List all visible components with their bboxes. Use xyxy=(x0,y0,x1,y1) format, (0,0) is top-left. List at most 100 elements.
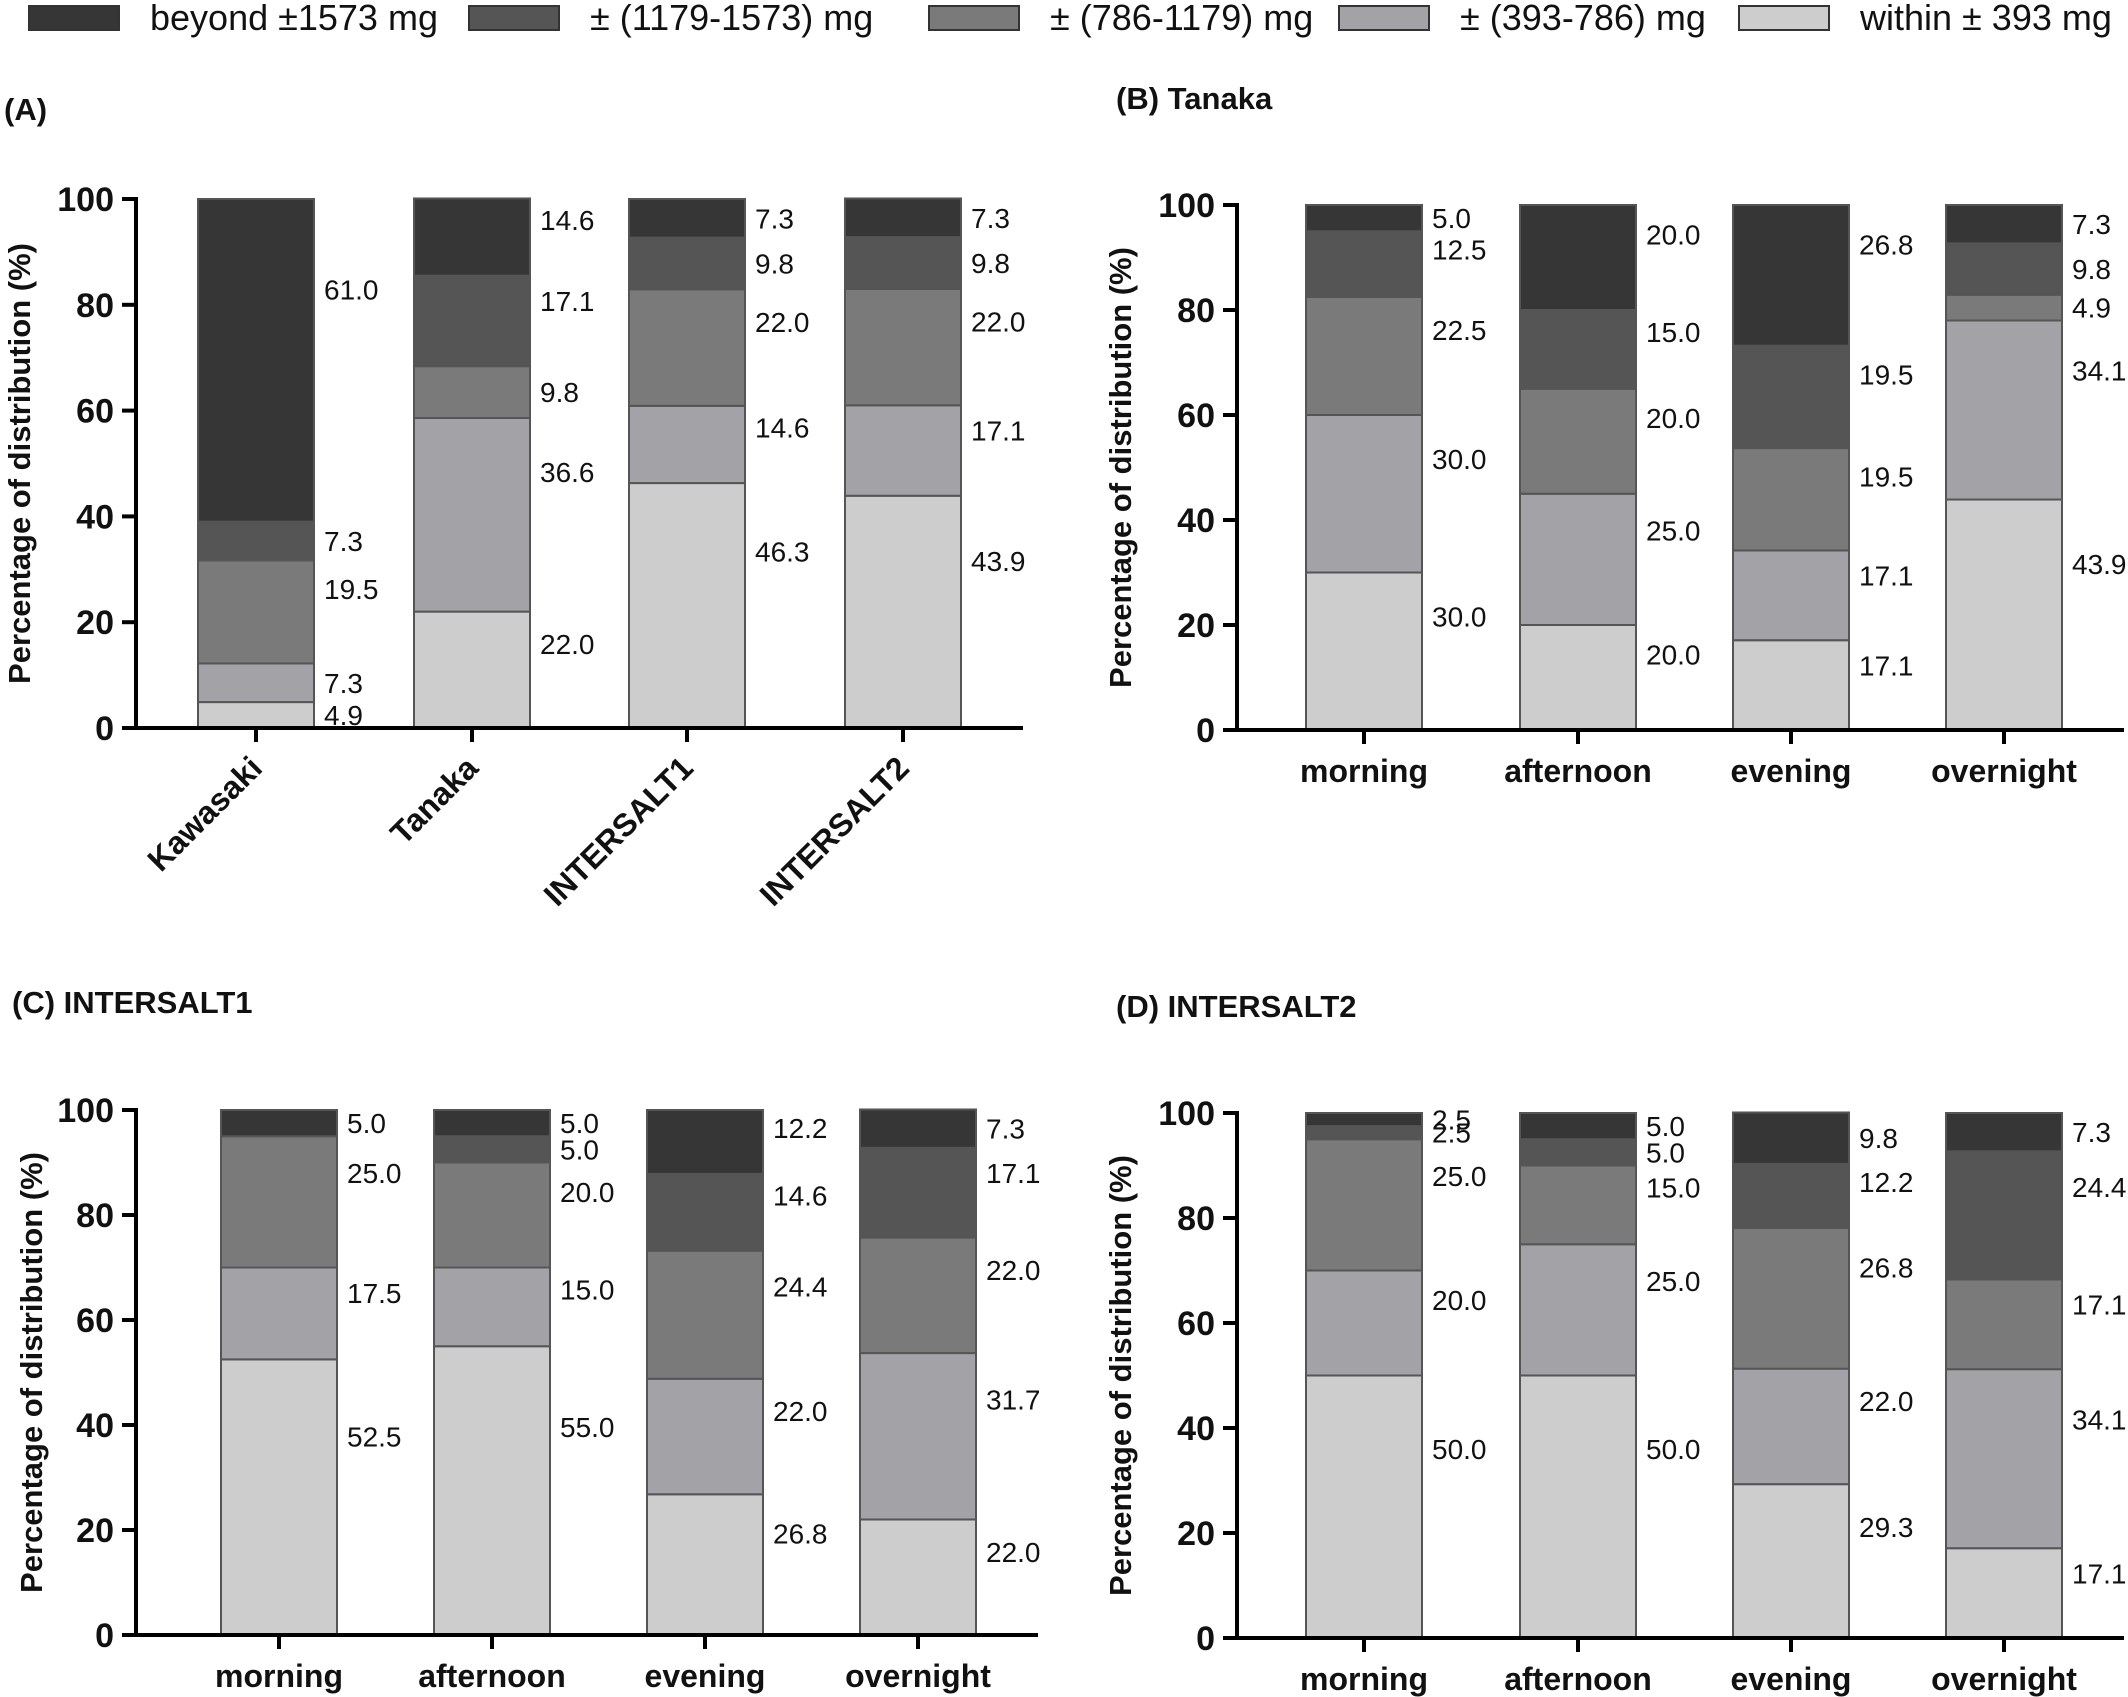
bar-segment xyxy=(220,1266,338,1361)
x-tick-label: afternoon xyxy=(1504,753,1652,789)
bar-segment xyxy=(1519,309,1637,390)
bar-segment xyxy=(1945,1547,2063,1639)
legend-swatch xyxy=(468,5,560,31)
x-tick-label: overnight xyxy=(1931,753,2077,789)
data-label: 9.8 xyxy=(755,249,794,280)
legend-swatch xyxy=(28,5,120,31)
bar-segment xyxy=(628,236,746,291)
y-tick-label: 100 xyxy=(1158,187,1215,225)
bar-segment xyxy=(844,236,962,290)
bar-segment xyxy=(1519,387,1637,495)
bar-segment xyxy=(1732,1226,1850,1370)
data-label: 30.0 xyxy=(1432,444,1487,475)
y-tick-label: 80 xyxy=(1177,292,1215,330)
y-tick-label: 80 xyxy=(76,1197,114,1235)
data-label: 34.1 xyxy=(2072,1404,2127,1435)
x-tick-label: Tanaka xyxy=(383,749,485,851)
panel-title: (C) INTERSALT1 xyxy=(12,985,253,1020)
bar-segment xyxy=(628,404,746,485)
data-label: 15.0 xyxy=(560,1275,615,1306)
data-label: 52.5 xyxy=(347,1422,402,1453)
y-tick-label: 40 xyxy=(76,1407,114,1445)
y-tick-label: 40 xyxy=(1177,1410,1215,1448)
data-label: 7.3 xyxy=(324,668,363,699)
data-label: 17.1 xyxy=(986,1158,1041,1189)
bar-segment xyxy=(1945,1278,2063,1371)
data-label: 20.0 xyxy=(1432,1285,1487,1316)
data-label: 43.9 xyxy=(2072,549,2127,580)
legend-item-beyond-1573: beyond ±1573 mg xyxy=(28,0,438,38)
bar-segment xyxy=(1732,1483,1850,1640)
data-label: 25.0 xyxy=(1432,1161,1487,1192)
bar-segment xyxy=(1945,293,2063,322)
bar-segment xyxy=(197,198,315,523)
bar-segment xyxy=(1305,414,1423,574)
bar-segment xyxy=(197,701,315,729)
x-tick-label: INTERSALT1 xyxy=(537,749,700,912)
y-tick-label: 20 xyxy=(1177,607,1215,645)
data-label: 7.3 xyxy=(2072,209,2111,240)
data-label: 26.8 xyxy=(1859,229,1914,260)
data-label: 15.0 xyxy=(1646,1173,1701,1204)
y-tick-label: 0 xyxy=(95,710,114,748)
bar-segment xyxy=(197,520,315,562)
y-tick-label: 80 xyxy=(76,287,114,325)
data-label: 19.5 xyxy=(1859,359,1914,390)
y-tick-label: 0 xyxy=(1196,712,1215,750)
data-label: 7.3 xyxy=(971,203,1010,234)
data-label: 24.4 xyxy=(2072,1172,2127,1203)
bar-segment xyxy=(1945,242,2063,296)
bar-segment xyxy=(859,1518,977,1636)
data-label: 5.0 xyxy=(347,1108,386,1139)
data-label: 12.2 xyxy=(1859,1167,1914,1198)
bar-segment xyxy=(1945,1112,2063,1153)
data-label: 22.0 xyxy=(755,307,810,338)
y-tick-label: 20 xyxy=(76,1512,114,1550)
bar-segment xyxy=(844,287,962,407)
y-tick-label: 0 xyxy=(1196,1620,1215,1658)
data-label: 22.0 xyxy=(986,1255,1041,1286)
data-label: 22.0 xyxy=(971,307,1026,338)
data-label: 34.1 xyxy=(2072,356,2127,387)
y-tick-label: 100 xyxy=(57,181,114,219)
bar-segment xyxy=(646,1377,764,1496)
bar-segment xyxy=(1732,344,1850,450)
bar-segment xyxy=(646,1493,764,1637)
data-label: 5.0 xyxy=(560,1108,599,1139)
data-label: 26.8 xyxy=(773,1519,828,1550)
bar-segment xyxy=(1519,1112,1637,1141)
bar-segment xyxy=(646,1173,764,1252)
bar-segment xyxy=(1305,1374,1423,1639)
bar-segment xyxy=(1945,1150,2063,1281)
bar-segment xyxy=(628,482,746,729)
data-label: 46.3 xyxy=(755,537,810,568)
bar-segment xyxy=(413,197,531,277)
data-label: 5.0 xyxy=(1432,203,1471,234)
data-label: 20.0 xyxy=(560,1177,615,1208)
data-label: 20.0 xyxy=(1646,403,1701,434)
data-label: 9.8 xyxy=(971,248,1010,279)
x-tick-label: overnight xyxy=(845,1658,991,1694)
bar-segment xyxy=(1305,1125,1423,1141)
bar-segment xyxy=(433,1109,551,1138)
bar-segment xyxy=(1945,204,2063,245)
bar-segment xyxy=(859,1352,977,1521)
data-label: 5.0 xyxy=(1646,1137,1685,1168)
data-label: 14.6 xyxy=(755,412,810,443)
data-label: 29.3 xyxy=(1859,1512,1914,1543)
data-label: 4.9 xyxy=(324,700,363,731)
data-label: 20.0 xyxy=(1646,219,1701,250)
y-tick-label: 60 xyxy=(1177,1305,1215,1343)
bar-segment xyxy=(1519,624,1637,731)
bar-segment xyxy=(220,1109,338,1138)
bar-segment xyxy=(220,1358,338,1636)
data-label: 17.1 xyxy=(540,286,595,317)
legend-label: beyond ±1573 mg xyxy=(150,0,438,38)
x-tick-label: evening xyxy=(1731,753,1852,789)
data-label: 20.0 xyxy=(1646,639,1701,670)
bar-segment xyxy=(1305,204,1423,233)
data-label: 14.6 xyxy=(773,1181,828,1212)
data-label: 17.1 xyxy=(2072,1290,2127,1321)
legend: beyond ±1573 mg ± (1179-1573) mg ± (786-… xyxy=(0,0,2128,40)
